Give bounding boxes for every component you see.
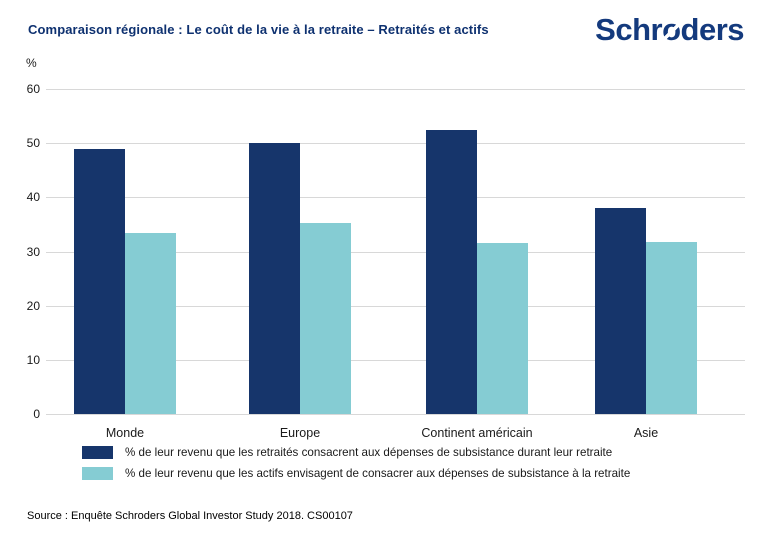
bar-retraites-2 <box>249 143 300 414</box>
schroders-logo: Schroders <box>595 12 744 48</box>
bar-actifs-3 <box>477 243 528 414</box>
y-tick-label-50: 50 <box>26 136 40 151</box>
bar-retraites-4 <box>595 208 646 414</box>
category-label-3: Continent américain <box>421 426 533 440</box>
logo-text-post: ders <box>680 12 745 47</box>
gridline-0 <box>46 414 745 415</box>
legend-swatch-retraites <box>82 445 113 459</box>
legend-item-actifs: % de leur revenu que les actifs envisage… <box>82 465 630 481</box>
bar-group-4 <box>595 208 697 414</box>
logo-text-pre: Schr <box>595 12 663 47</box>
bar-retraites-1 <box>74 148 125 414</box>
y-axis-unit-label: % <box>26 56 37 70</box>
bar-actifs-1 <box>125 232 176 414</box>
category-label-2: Europe <box>279 426 321 440</box>
y-tick-label-0: 0 <box>33 407 40 421</box>
gridline-40 <box>46 197 745 199</box>
legend-label-actifs: % de leur revenu que les actifs envisage… <box>125 466 631 480</box>
bar-group-2 <box>249 143 351 414</box>
gridline-10 <box>46 359 745 361</box>
bar-actifs-4 <box>646 242 697 414</box>
gridline-20 <box>46 305 745 307</box>
bar-actifs-2 <box>300 223 351 414</box>
logo-slashed-o: o <box>662 12 681 47</box>
y-tick-label-10: 10 <box>26 352 40 367</box>
bar-group-3 <box>426 129 528 414</box>
y-tick-label-20: 20 <box>26 298 40 313</box>
y-tick-label-60: 60 <box>26 82 40 96</box>
y-tick-label-40: 40 <box>26 190 40 205</box>
legend-swatch-actifs <box>82 466 113 480</box>
legend-label-retraites: % de leur revenu que les retraités consa… <box>125 445 613 459</box>
y-tick-label-30: 30 <box>26 244 40 259</box>
legend-item-retraites: % de leur revenu que les retraités consa… <box>82 444 612 460</box>
category-label-1: Monde <box>105 426 145 440</box>
page-title: Comparaison régionale : Le coût de la vi… <box>28 22 489 37</box>
gridline-30 <box>46 251 745 253</box>
gridline-50 <box>46 143 745 145</box>
source-note: Source : Enquête Schroders Global Invest… <box>27 510 353 522</box>
gridline-60 <box>46 89 745 90</box>
bar-group-1 <box>74 148 176 414</box>
bar-retraites-3 <box>426 129 477 414</box>
category-label-4: Asie <box>633 426 659 440</box>
